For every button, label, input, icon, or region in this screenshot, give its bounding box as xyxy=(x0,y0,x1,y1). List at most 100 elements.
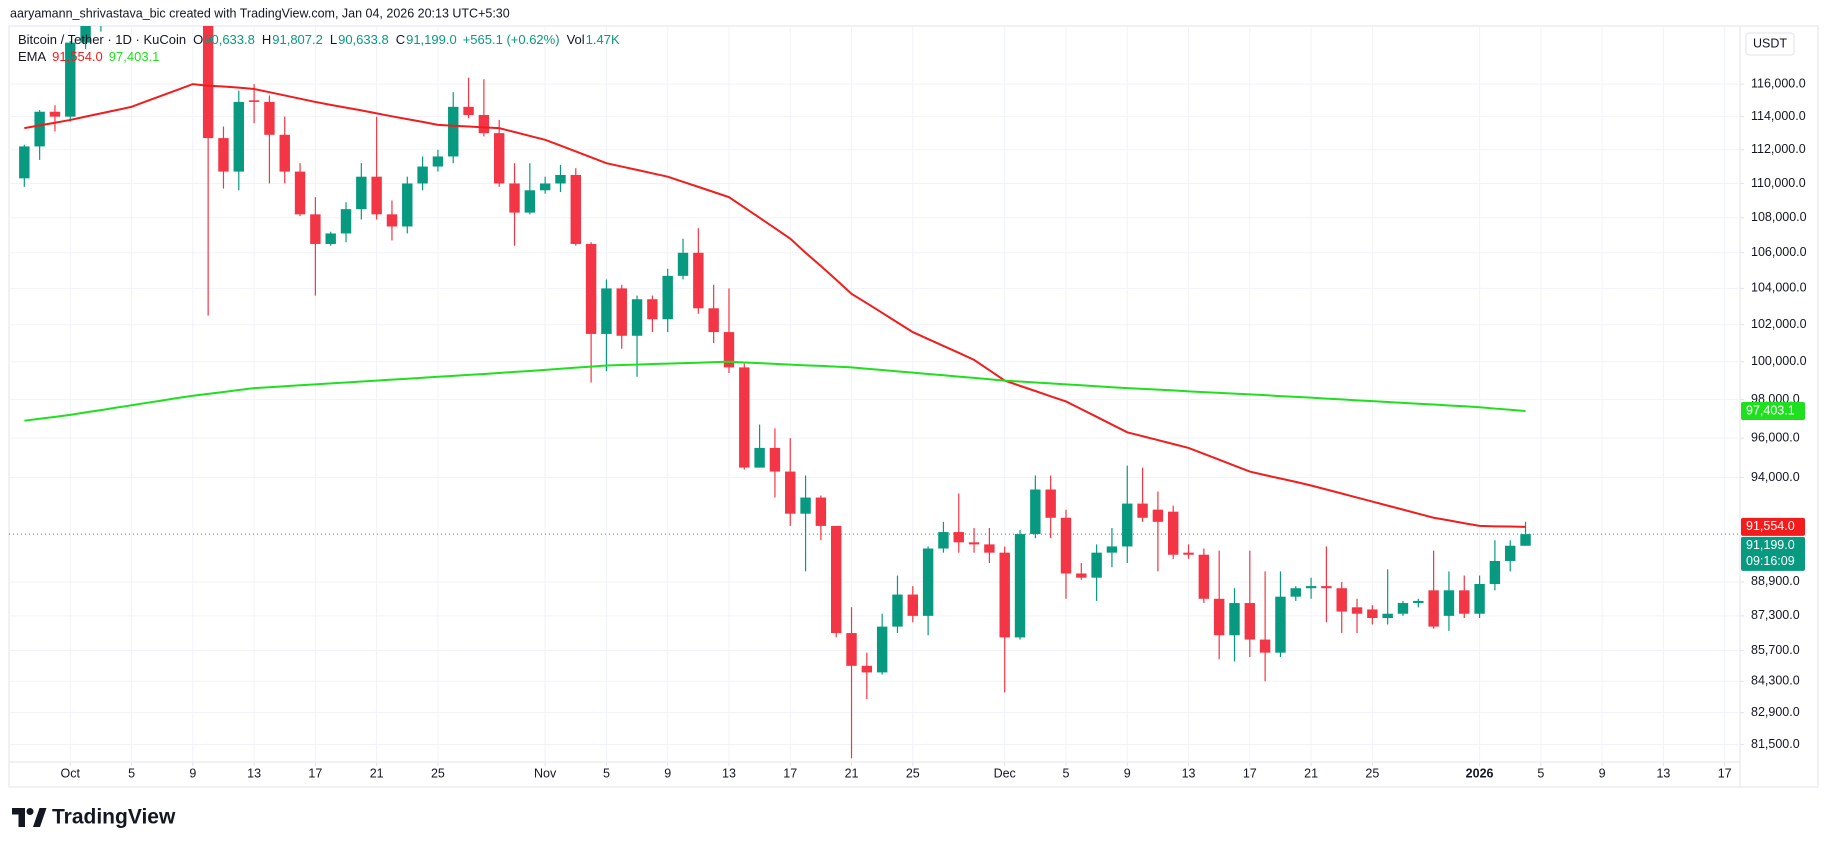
legend-text: 91,199.0 xyxy=(406,32,457,47)
panel-border xyxy=(8,25,1819,788)
candle-body xyxy=(631,299,643,336)
candle-body xyxy=(294,171,306,215)
candle-body xyxy=(1443,590,1455,616)
x-tick-label: 9 xyxy=(664,766,671,780)
candle-body xyxy=(938,532,949,549)
grid xyxy=(9,26,1740,762)
candle-body xyxy=(1489,560,1501,584)
candle-body xyxy=(279,134,290,172)
candle-body xyxy=(647,299,658,320)
candle-body xyxy=(417,166,428,184)
x-tick-label: 25 xyxy=(431,766,445,780)
price-tag-label: 91,199.0 xyxy=(1746,538,1795,552)
candle-body xyxy=(1152,509,1164,522)
x-tick-label: 17 xyxy=(308,766,322,780)
x-tick-label: 13 xyxy=(247,766,261,780)
candle-body xyxy=(1505,545,1516,561)
candle-body xyxy=(356,176,367,210)
y-tick-label: 106,000.0 xyxy=(1751,245,1807,259)
candle-body xyxy=(907,594,919,616)
legend-row: Bitcoin / Tether · 1D · KuCoin O90,633.8 H… xyxy=(18,32,620,47)
candle-body xyxy=(448,106,459,157)
candle-body xyxy=(1367,609,1378,619)
logo-icon xyxy=(33,808,47,827)
candle-body xyxy=(371,176,382,215)
candle-body xyxy=(1520,534,1531,546)
candle-body xyxy=(1122,503,1133,547)
candle-body xyxy=(1397,603,1409,614)
candle-body xyxy=(616,288,627,336)
candle-body xyxy=(1413,600,1424,604)
candle-body xyxy=(677,252,689,276)
y-tick-label: 112,000.0 xyxy=(1751,142,1806,156)
y-tick-label: 100,000.0 xyxy=(1751,354,1807,368)
y-tick-label: 110,000.0 xyxy=(1751,176,1806,190)
candle-body xyxy=(1060,517,1072,574)
candle-body xyxy=(264,101,275,135)
candle-body xyxy=(1045,489,1056,518)
candle-body xyxy=(922,548,934,616)
legend-text: 97,403.1 xyxy=(109,49,160,64)
candle-body xyxy=(815,497,827,526)
price-tag-countdown: 09:16:09 xyxy=(1746,554,1795,568)
legend-text: 1.47K xyxy=(586,32,620,47)
candle-body xyxy=(539,183,551,191)
candle-body xyxy=(325,233,336,244)
legend-text: O xyxy=(193,32,203,47)
candle-body xyxy=(1290,588,1301,597)
candle-body xyxy=(876,626,888,673)
candle-body xyxy=(892,594,903,627)
logo-text: TradingView xyxy=(52,806,176,829)
candle-body xyxy=(202,26,214,139)
legend-row: EMA 91,554.0 97,403.1 xyxy=(18,49,159,64)
legend-text: 90,633.8 xyxy=(338,32,389,47)
x-tick-label: 5 xyxy=(128,766,135,780)
candle-body xyxy=(984,544,995,553)
legend-text: Vol xyxy=(567,32,585,47)
candle-body xyxy=(509,183,520,213)
candle-body xyxy=(708,308,719,333)
legend-text: H xyxy=(262,32,271,47)
candle-body xyxy=(1244,603,1256,640)
candle-body xyxy=(800,497,811,514)
price-tag xyxy=(1741,401,1805,420)
candle-body xyxy=(524,190,536,213)
y-tick-label: 84,300.0 xyxy=(1751,674,1800,688)
x-tick-label: 25 xyxy=(1365,766,1379,780)
y-tick-label: 114,000.0 xyxy=(1751,109,1806,123)
x-tick-label: 13 xyxy=(722,766,736,780)
logo: TradingView xyxy=(12,806,176,829)
candle-body xyxy=(1168,511,1179,555)
candle-body xyxy=(1474,583,1485,614)
candle-body xyxy=(754,447,765,468)
candle-body xyxy=(386,214,398,227)
y-tick-label: 102,000.0 xyxy=(1751,317,1807,331)
x-tick-label: 2026 xyxy=(1466,766,1494,780)
x-tick-label: 17 xyxy=(1718,766,1732,780)
candle-body xyxy=(248,100,260,102)
candle-body xyxy=(1336,588,1347,612)
candle-body xyxy=(968,542,980,545)
candle-body xyxy=(402,183,413,227)
candle-body xyxy=(1213,598,1225,636)
price-tag-label: 97,403.1 xyxy=(1746,403,1795,417)
logo-icon xyxy=(26,808,34,815)
x-tick-label: Oct xyxy=(61,766,81,780)
candle-body xyxy=(19,146,30,179)
legend-text: C xyxy=(396,32,405,47)
ema-line xyxy=(24,83,1526,528)
y-tick-label: 96,000.0 xyxy=(1751,430,1800,444)
y-tick-label: 85,700.0 xyxy=(1751,643,1800,657)
ema-line xyxy=(24,360,1526,422)
currency-label[interactable]: USDT xyxy=(1753,36,1787,50)
price-tags: 97,403.1 91,554.0 91,199.0 09:16:09 xyxy=(1741,401,1805,571)
candle-body xyxy=(65,42,76,117)
candle-body xyxy=(1014,534,1026,638)
candle-body xyxy=(999,552,1010,638)
price-tag xyxy=(1741,517,1805,536)
legend-text: 91,554.0 xyxy=(52,49,103,64)
currency-button[interactable] xyxy=(1745,32,1795,56)
candle-body xyxy=(555,174,566,184)
candle-body xyxy=(218,138,229,172)
